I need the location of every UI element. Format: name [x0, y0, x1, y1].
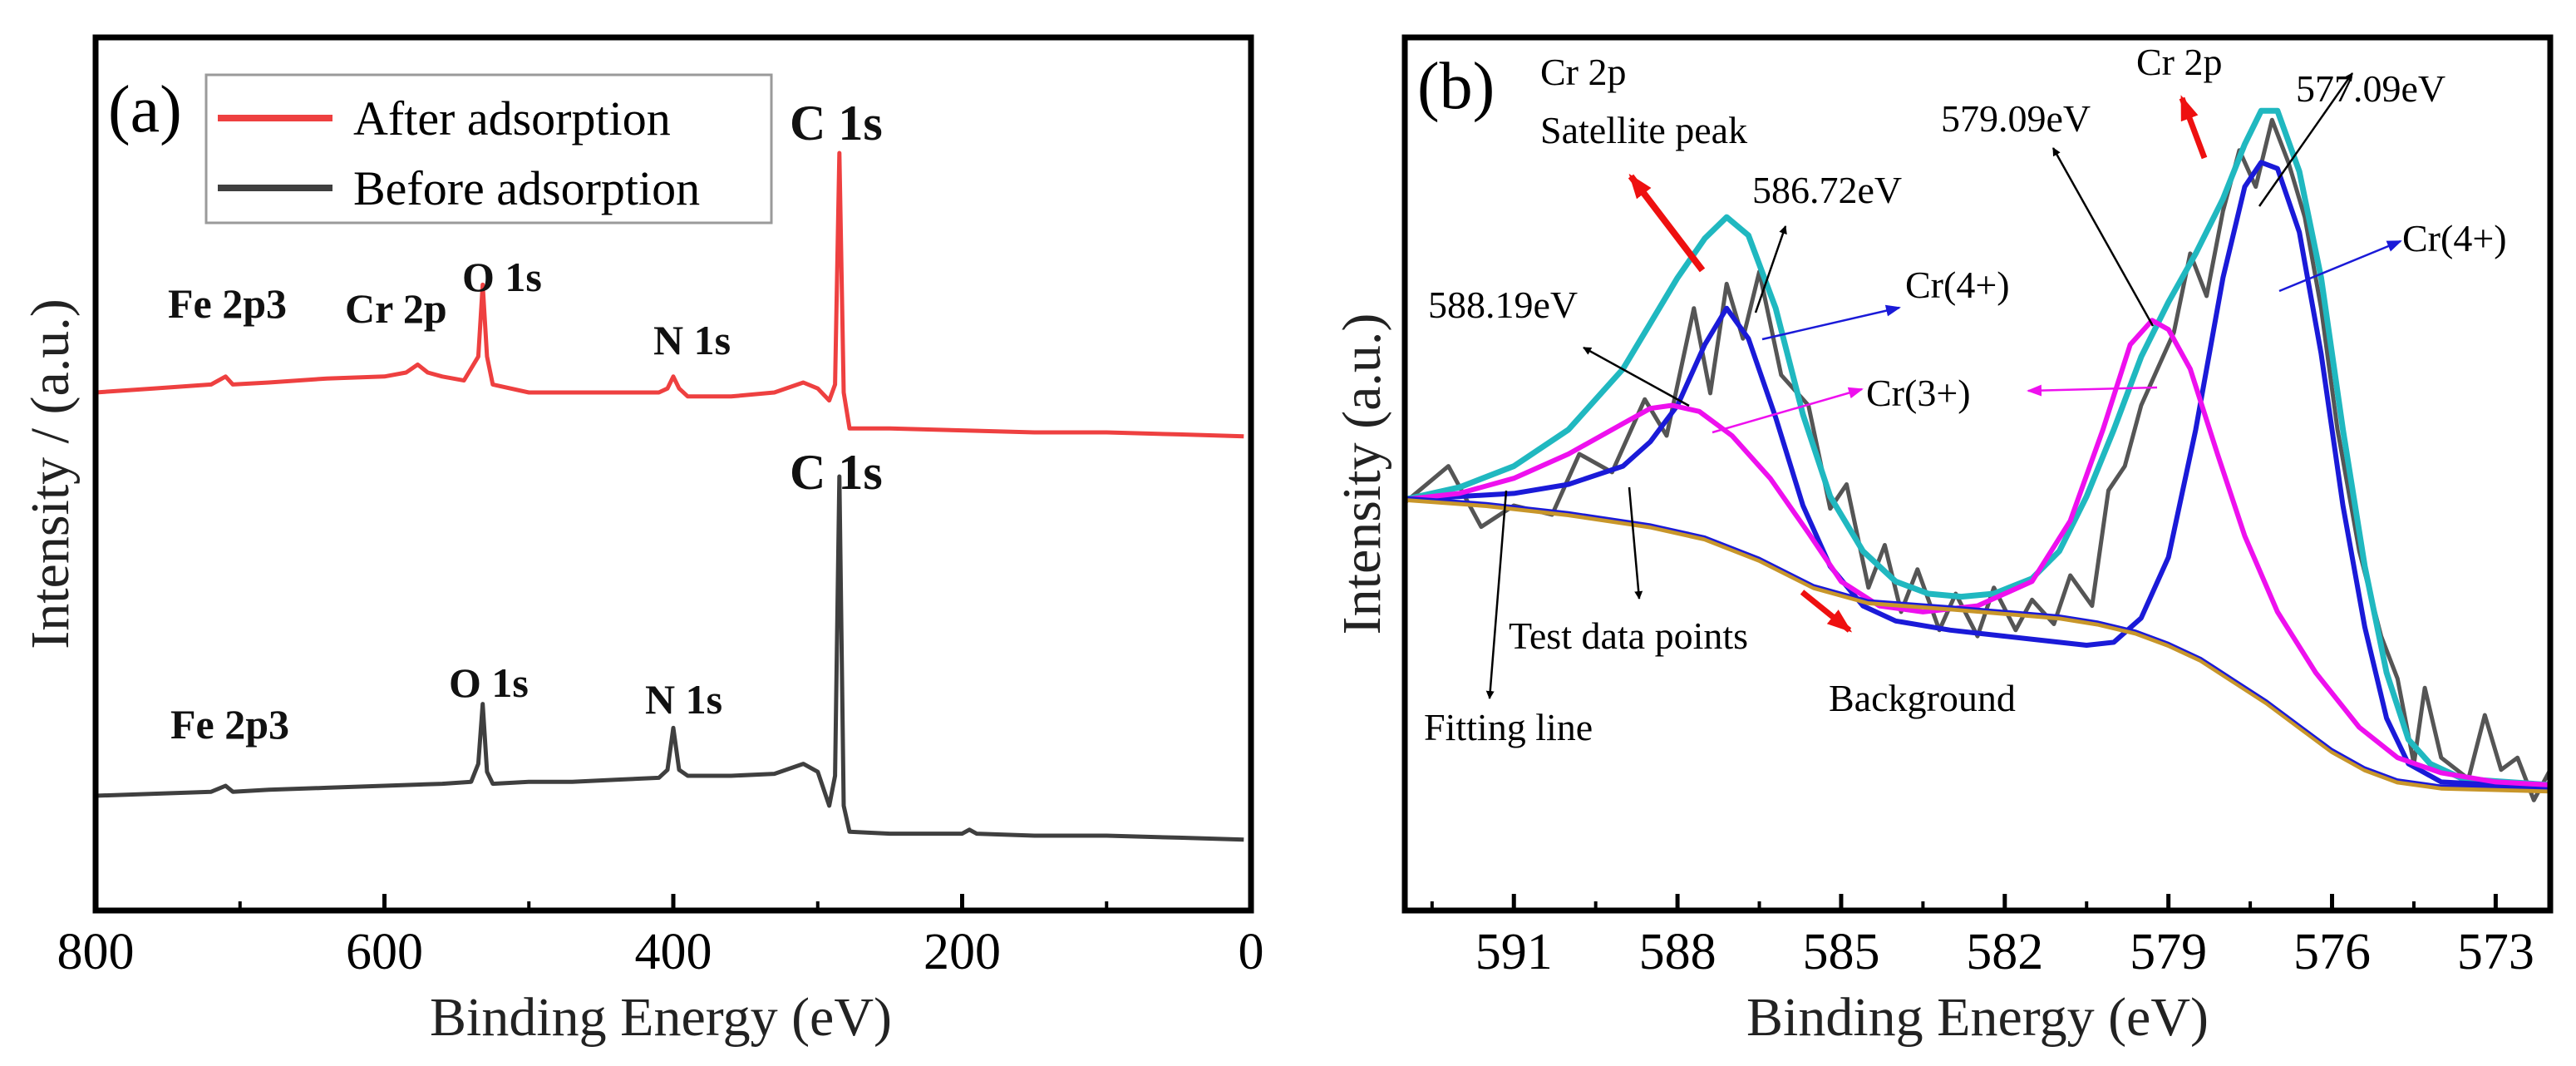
- panel-a-tick-label: 200: [924, 924, 1001, 980]
- series-background-overlay: [1404, 496, 2551, 790]
- annot-satellite-peak: Satellite peak: [1540, 109, 1747, 151]
- annot-fitting-line: Fitting line: [1424, 706, 1593, 748]
- peak-label-c1s-after: C 1s: [790, 96, 883, 151]
- arrow-cr3-right: [2027, 384, 2158, 397]
- peak-label-fe2p3-before: Fe 2p3: [170, 701, 289, 748]
- annot-background: Background: [1829, 677, 2016, 719]
- peak-label-n1s-after: N 1s: [653, 317, 731, 363]
- panel-a-tick-label: 800: [57, 924, 135, 980]
- annot-test-data-points: Test data points: [1509, 614, 1748, 657]
- panel-a-ylabel: Intensity / (a.u.): [20, 299, 81, 649]
- panel-b-x-ticks: 591 588 585 582 579 576 573: [1430, 894, 2534, 980]
- panel-a-legend: After adsorption Before adsorption: [204, 73, 773, 225]
- panel-a-tick-label: 600: [346, 924, 423, 980]
- series-cr-3: [1404, 318, 2551, 787]
- peak-label-fe2p3-after: Fe 2p3: [168, 280, 287, 327]
- annot-577-09ev: 577.09eV: [2296, 67, 2445, 110]
- annot-586-72ev: 586.72eV: [1752, 169, 1902, 211]
- annot-588-19ev: 588.19eV: [1428, 284, 1578, 326]
- panel-b-series: [1403, 107, 2553, 802]
- arrow-577-09: [2258, 72, 2354, 207]
- arrow-cr3-left: [1712, 387, 1864, 434]
- panel-b-tick-label: 579: [2130, 924, 2207, 980]
- panel-b-label: (b): [1417, 50, 1495, 123]
- arrow-cr4-left: [1761, 304, 1901, 341]
- peak-label-o1s-after: O 1s: [462, 254, 542, 300]
- peak-label-n1s-before: N 1s: [645, 676, 722, 723]
- panel-a-label: (a): [108, 73, 182, 146]
- series-fitting-line: [1404, 107, 2551, 788]
- panel-b-tick-label: 585: [1802, 924, 1879, 980]
- series-background: [1404, 496, 2551, 794]
- panel-b-xlabel: Binding Energy (eV): [1746, 987, 2209, 1048]
- panel-b-annotation-arrows: [1485, 72, 2402, 699]
- legend-box: [204, 73, 773, 225]
- panel-b-frame: [1401, 34, 2554, 914]
- panel-a-tick-label: 0: [1239, 924, 1264, 980]
- arrow-cr2p-main: [2179, 95, 2208, 160]
- annot-cr2p-main: Cr 2p: [2136, 41, 2223, 83]
- series-after-adsorption: [95, 151, 1244, 439]
- panel-b-tick-label: 588: [1639, 924, 1717, 980]
- legend-label-after: After adsorption: [353, 91, 671, 146]
- panel-b-tick-label: 582: [1966, 924, 2043, 980]
- annot-cr2p-satellite: Cr 2p: [1540, 51, 1627, 93]
- panel-a-tick-label: 400: [635, 924, 712, 980]
- peak-label-cr2p-after: Cr 2p: [345, 285, 447, 332]
- panel-a-xlabel: Binding Energy (eV): [430, 987, 892, 1048]
- arrow-fitting-line: [1485, 490, 1508, 699]
- arrow-cr4-right: [2278, 239, 2402, 293]
- arrow-satellite-peak: [1628, 173, 1706, 273]
- arrow-579-09: [2051, 147, 2155, 327]
- panel-a-series: [95, 151, 1244, 842]
- annot-cr4-right: Cr(4+): [2402, 217, 2507, 259]
- legend-label-before: Before adsorption: [353, 161, 700, 215]
- peak-label-o1s-before: O 1s: [449, 659, 529, 706]
- annot-579-09ev: 579.09eV: [1941, 97, 2091, 140]
- series-before-adsorption: [95, 474, 1244, 842]
- panel-a-x-ticks: 800 600 400 200 0: [57, 894, 1264, 980]
- panel-b-tick-label: 591: [1475, 924, 1553, 980]
- annot-cr4-left: Cr(4+): [1905, 264, 2010, 306]
- arrow-586-72: [1754, 225, 1787, 313]
- annot-cr3: Cr(3+): [1866, 372, 1971, 414]
- panel-b-ylabel: Intensity (a.u.): [1332, 313, 1392, 635]
- panel-a: 800 600 400 200 0 (a) After adsorption Befor…: [20, 34, 1264, 1048]
- arrow-test-data: [1628, 486, 1643, 600]
- panel-b: 591 588 585 582 579 576 573 (b) Cr 2p Satellit…: [1332, 34, 2554, 1048]
- panel-b-tick-label: 576: [2293, 924, 2371, 980]
- peak-label-c1s-before: C 1s: [790, 445, 883, 500]
- panel-b-tick-label: 573: [2457, 924, 2534, 980]
- arrow-background: [1800, 590, 1853, 633]
- series-cr-4-satellite: [1404, 160, 2551, 791]
- arrow-588-19: [1583, 346, 1690, 407]
